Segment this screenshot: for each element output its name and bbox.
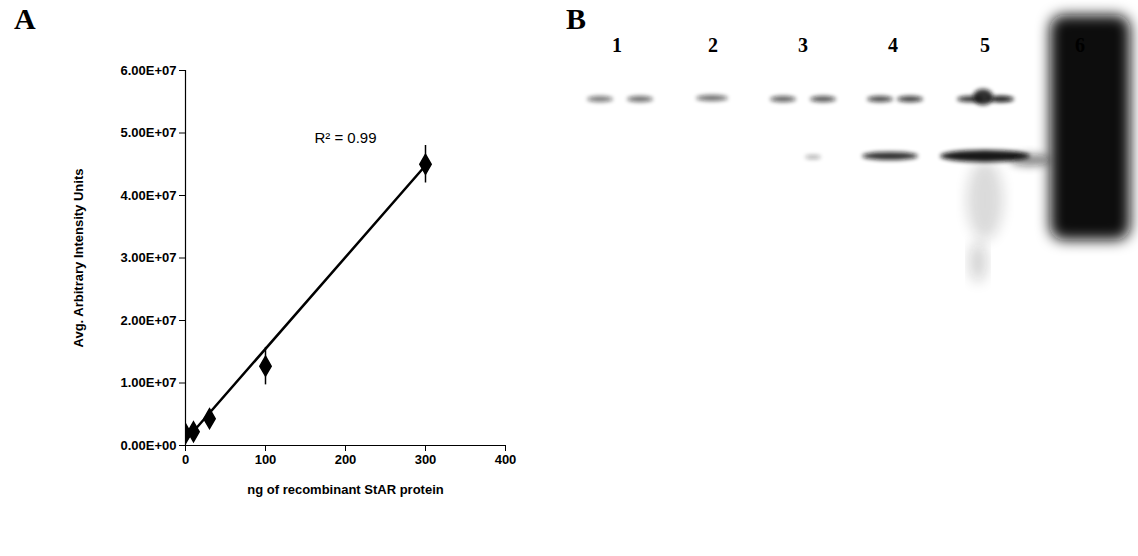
svg-text:4: 4 [888, 34, 898, 56]
svg-text:400: 400 [495, 452, 517, 467]
svg-text:6: 6 [1075, 34, 1085, 56]
svg-text:R² = 0.99: R² = 0.99 [314, 129, 376, 146]
svg-text:3.00E+07: 3.00E+07 [120, 250, 176, 265]
svg-text:6.00E+07: 6.00E+07 [120, 63, 176, 78]
svg-text:100: 100 [255, 452, 277, 467]
svg-text:0: 0 [182, 452, 189, 467]
svg-text:ng of recombinant StAR protein: ng of recombinant StAR protein [247, 482, 444, 497]
html-text:A: A [14, 2, 36, 35]
svg-text:5: 5 [980, 34, 990, 56]
svg-text:2.00E+07: 2.00E+07 [120, 313, 176, 328]
svg-text:300: 300 [415, 452, 437, 467]
html-text:B: B [566, 2, 586, 35]
svg-text:0.00E+00: 0.00E+00 [120, 438, 176, 453]
svg-text:2: 2 [708, 34, 718, 56]
svg-text:Avg. Arbitrary Intensity Units: Avg. Arbitrary Intensity Units [71, 169, 86, 348]
svg-text:1: 1 [612, 34, 622, 56]
svg-text:3: 3 [798, 34, 808, 56]
svg-text:1.00E+07: 1.00E+07 [120, 375, 176, 390]
svg-text:4.00E+07: 4.00E+07 [120, 188, 176, 203]
svg-text:5.00E+07: 5.00E+07 [120, 125, 176, 140]
svg-text:200: 200 [335, 452, 357, 467]
